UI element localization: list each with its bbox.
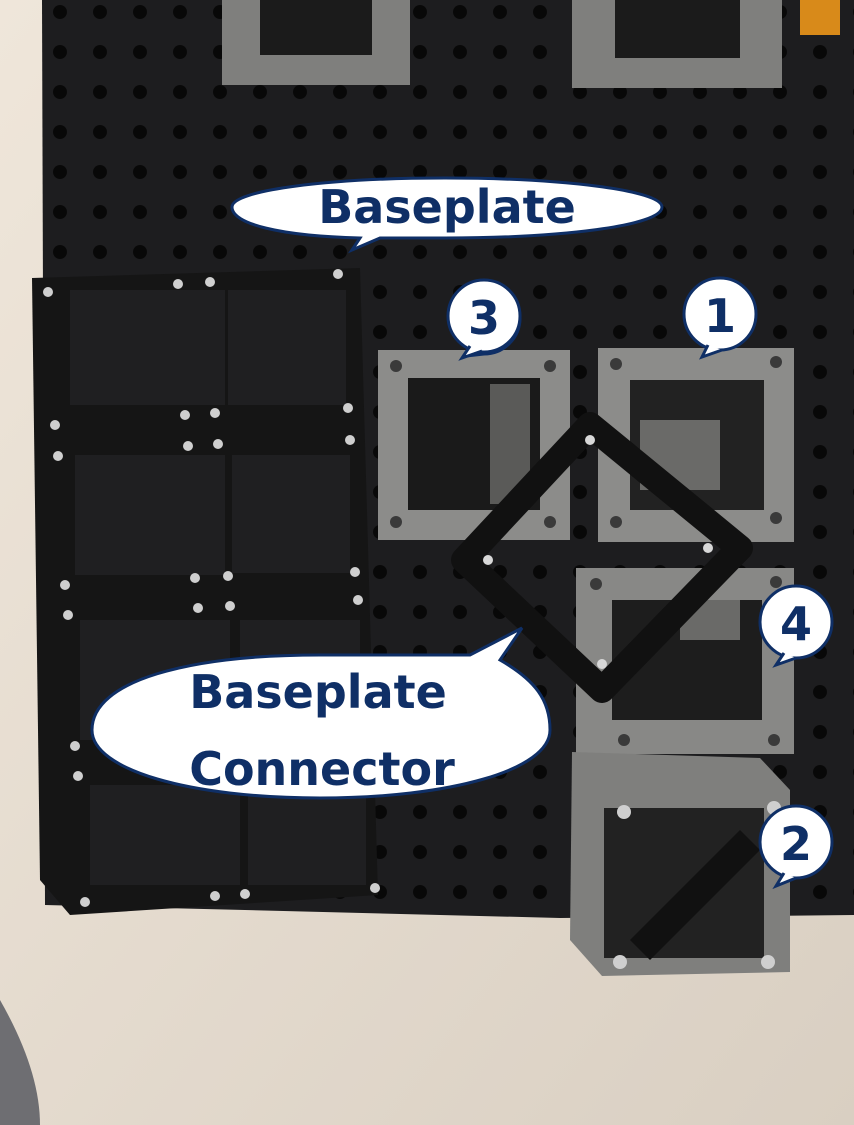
baseplate-grid bbox=[32, 268, 380, 915]
cube-2 bbox=[570, 752, 790, 976]
callout-cube-1-label: 1 bbox=[704, 289, 736, 343]
table-shadow bbox=[0, 1000, 40, 1125]
callout-cube-1: 1 bbox=[682, 276, 758, 360]
callout-baseplate: Baseplate bbox=[230, 176, 664, 254]
callout-baseplate-label: Baseplate bbox=[318, 180, 576, 234]
callout-connector-line2: Connector bbox=[189, 742, 455, 796]
callout-cube-4-label: 4 bbox=[780, 597, 812, 651]
cube-3 bbox=[378, 350, 570, 540]
callout-cube-2-label: 2 bbox=[780, 817, 812, 871]
callout-cube-4: 4 bbox=[758, 584, 834, 668]
callout-cube-2: 2 bbox=[758, 804, 834, 890]
top-cube-left bbox=[222, 0, 410, 85]
callout-connector-line1: Baseplate bbox=[189, 665, 447, 719]
callout-baseplate-connector: Baseplate Connector bbox=[90, 626, 552, 800]
orange-part bbox=[800, 0, 840, 35]
top-cube-right bbox=[572, 0, 782, 88]
callout-cube-3: 3 bbox=[446, 278, 522, 361]
callout-cube-3-label: 3 bbox=[468, 291, 500, 345]
baseplate-connector bbox=[451, 412, 753, 703]
